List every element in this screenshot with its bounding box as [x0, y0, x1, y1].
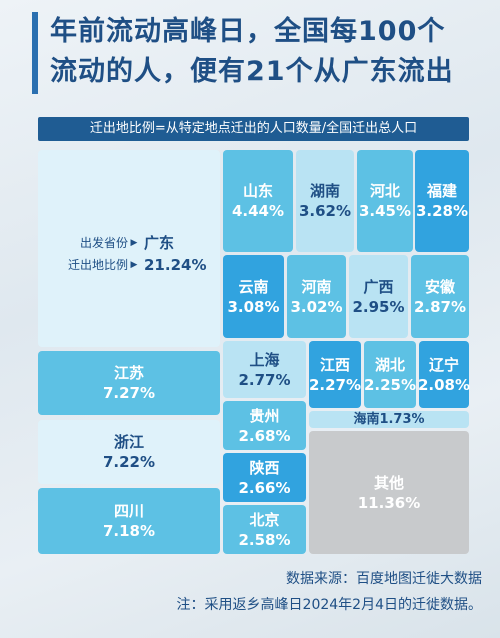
tile-湖北: 湖北 2.25%: [364, 341, 416, 408]
guangdong-labels: 出发省份 ▶ 广东 迁出地比例 ▶ 21.24%: [40, 232, 222, 276]
tile-value: 2.25%: [363, 375, 417, 394]
tile-value: 3.28%: [415, 202, 469, 220]
tile-value: 3.08%: [227, 297, 280, 316]
tile-name: 上海: [249, 350, 280, 369]
tile-value: 11.36%: [357, 493, 421, 512]
tile-辽宁: 辽宁 2.08%: [417, 341, 471, 408]
tile-value: 2.95%: [352, 297, 405, 316]
tile-name: 辽宁: [428, 355, 459, 374]
tile-name: 江西: [319, 355, 350, 374]
tile-name: 广西: [363, 277, 394, 296]
tile-广西: 广西 2.95%: [349, 255, 408, 338]
tile-海南: 海南1.73%: [309, 411, 469, 428]
tile-贵州: 贵州 2.68%: [223, 401, 306, 450]
tile-四川: 四川 7.18%: [38, 488, 220, 554]
tile-广东: [38, 150, 220, 347]
tile-上海: 上海 2.77%: [223, 341, 306, 398]
tile-name: 浙江: [113, 433, 144, 451]
source-note: 数据来源：百度地图迁徙大数据: [286, 571, 482, 587]
tile-name: 湖南: [309, 182, 340, 200]
guangdong-value: 21.24%: [144, 256, 207, 274]
tile-山东: 山东 4.44%: [223, 150, 293, 252]
tile-name: 安徽: [424, 277, 455, 296]
tile-value: 4.44%: [231, 202, 285, 220]
tile-name: 四川: [113, 502, 144, 520]
tile-浙江: 浙江 7.22%: [38, 420, 220, 484]
tile-value: 7.22%: [102, 453, 156, 471]
origin-row: 出发省份 ▶ 广东: [40, 232, 222, 254]
tile-value: 2.68%: [238, 426, 291, 445]
triangle-right-icon: ▶: [130, 260, 138, 270]
tile-云南: 云南 3.08%: [223, 255, 284, 338]
formula-banner: 迁出地比例=从特定地点迁出的人口数量/全国迁出总人口: [38, 117, 469, 141]
origin-key: 出发省份: [79, 236, 128, 250]
tile-name: 陕西: [249, 458, 280, 477]
tile-陕西: 陕西 2.66%: [223, 453, 306, 502]
tile-name: 山东: [242, 182, 273, 200]
tile-name: 河北: [369, 182, 400, 200]
tile-value: 2.77%: [238, 370, 291, 389]
tile-河南: 河南 3.02%: [287, 255, 346, 338]
tile-name: 湖北: [374, 355, 405, 374]
ratio-key: 迁出地比例: [67, 258, 128, 272]
tile-value: 3.62%: [298, 202, 352, 220]
triangle-right-icon: ▶: [130, 238, 138, 248]
tile-name: 河南: [301, 277, 332, 296]
tile-value: 2.87%: [413, 297, 467, 316]
title-line-2: 流动的人，便有21个从广东流出: [50, 56, 454, 87]
tile-value: 2.08%: [417, 375, 471, 394]
tile-value: 3.45%: [358, 202, 412, 220]
tile-江西: 江西 2.27%: [309, 341, 361, 408]
tile-湖南: 湖南 3.62%: [296, 150, 354, 252]
tile-name: 江苏: [113, 364, 144, 382]
title-line-1: 年前流动高峰日，全国每100个: [50, 16, 446, 47]
tile-江苏: 江苏 7.27%: [38, 351, 220, 415]
tile-name: 云南: [238, 277, 269, 296]
tile-value: 3.02%: [290, 297, 343, 316]
tile-北京: 北京 2.58%: [223, 505, 306, 554]
title-accent-bar: [32, 12, 38, 94]
tile-福建: 福建 3.28%: [415, 150, 469, 252]
page-title: 年前流动高峰日，全国每100个 流动的人，便有21个从广东流出: [50, 12, 490, 92]
tile-value: 2.27%: [308, 375, 362, 394]
tile-name: 其他: [373, 473, 404, 492]
tile-安徽: 安徽 2.87%: [411, 255, 469, 338]
tile-label: 海南1.73%: [353, 411, 425, 427]
tile-其他: 其他 11.36%: [309, 431, 469, 554]
tile-name: 北京: [249, 510, 280, 529]
tile-name: 贵州: [249, 406, 280, 425]
ratio-row: 迁出地比例 ▶ 21.24%: [40, 254, 222, 276]
tile-value: 2.66%: [238, 478, 291, 497]
tile-河北: 河北 3.45%: [357, 150, 413, 252]
footnote: 注：采用返乡高峰日2024年2月4日的迁徙数据。: [176, 597, 482, 613]
guangdong-name: 广东: [144, 234, 175, 252]
tile-name: 福建: [426, 182, 457, 200]
tile-value: 7.18%: [102, 522, 156, 540]
tile-value: 7.27%: [102, 384, 156, 402]
tile-value: 2.58%: [238, 530, 291, 549]
